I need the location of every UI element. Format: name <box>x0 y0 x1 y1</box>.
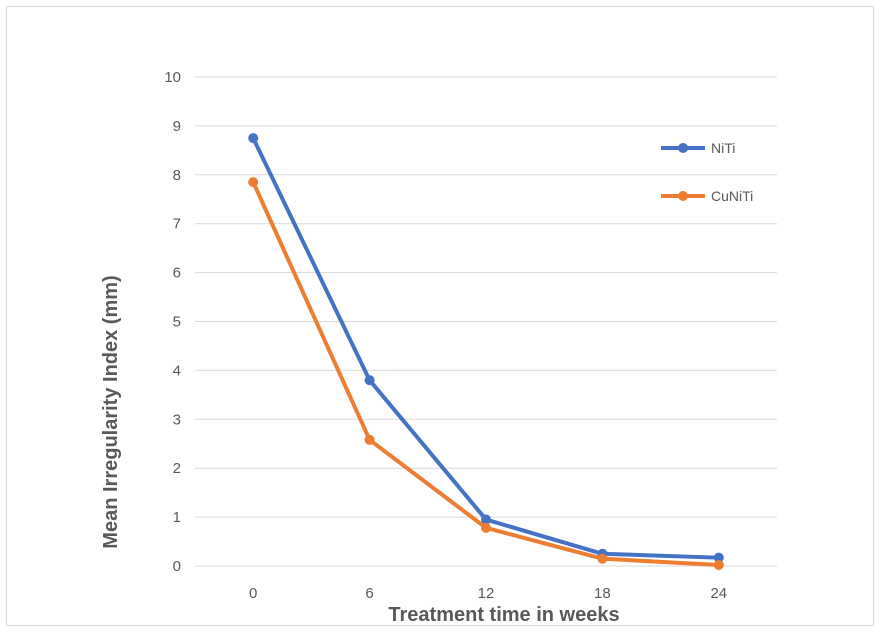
data-point-niti <box>713 552 724 563</box>
y-tick-label: 3 <box>173 411 181 428</box>
series-line-cuniti <box>251 180 721 568</box>
data-point-niti <box>364 375 375 386</box>
x-tick-label: 18 <box>594 585 611 602</box>
y-axis-title: Mean Irregularity Index (mm) <box>100 275 122 548</box>
y-tick-label: 8 <box>173 167 181 184</box>
gridlines <box>195 76 777 567</box>
series-line-niti <box>251 136 721 560</box>
data-point-niti <box>481 514 491 525</box>
x-tick-label: 12 <box>478 585 495 602</box>
x-axis-ticks: 0 6 12 18 24 <box>249 585 727 602</box>
series-lines <box>248 133 724 571</box>
legend-label: CuNiTi <box>711 188 753 204</box>
y-tick-label: 6 <box>173 265 181 282</box>
x-tick-label: 24 <box>710 585 727 602</box>
data-point-cuniti <box>597 553 608 564</box>
data-point-cuniti <box>364 434 375 445</box>
data-point-cuniti <box>481 522 491 533</box>
series-cuniti <box>248 177 724 571</box>
data-point-cuniti <box>248 177 259 188</box>
legend-label: NiTi <box>711 140 735 156</box>
y-tick-label: 0 <box>173 558 181 575</box>
series-niti <box>248 133 724 563</box>
data-point-niti <box>248 133 259 144</box>
chart-frame: 0 1 2 3 4 5 6 7 8 9 10 0 6 12 18 24 NiTi CuNiTi Treatme… <box>6 6 874 626</box>
legend-marker <box>678 143 688 153</box>
legend-item-cuniti: CuNiTi <box>661 188 753 204</box>
y-tick-label: 9 <box>173 118 181 135</box>
x-tick-label: 6 <box>365 585 373 602</box>
y-tick-label: 5 <box>173 314 181 331</box>
y-tick-label: 4 <box>173 362 181 379</box>
y-tick-label: 2 <box>173 460 181 477</box>
legend: NiTi CuNiTi <box>661 140 753 204</box>
y-tick-label: 1 <box>173 509 181 526</box>
x-tick-label: 0 <box>249 585 257 602</box>
legend-item-niti: NiTi <box>661 140 735 156</box>
y-tick-label: 10 <box>164 69 181 86</box>
x-axis-title: Treatment time in weeks <box>388 604 619 625</box>
data-point-cuniti <box>713 560 724 571</box>
legend-marker <box>678 191 688 201</box>
y-tick-label: 7 <box>173 216 181 233</box>
y-axis-ticks: 0 1 2 3 4 5 6 7 8 9 10 <box>164 69 181 575</box>
